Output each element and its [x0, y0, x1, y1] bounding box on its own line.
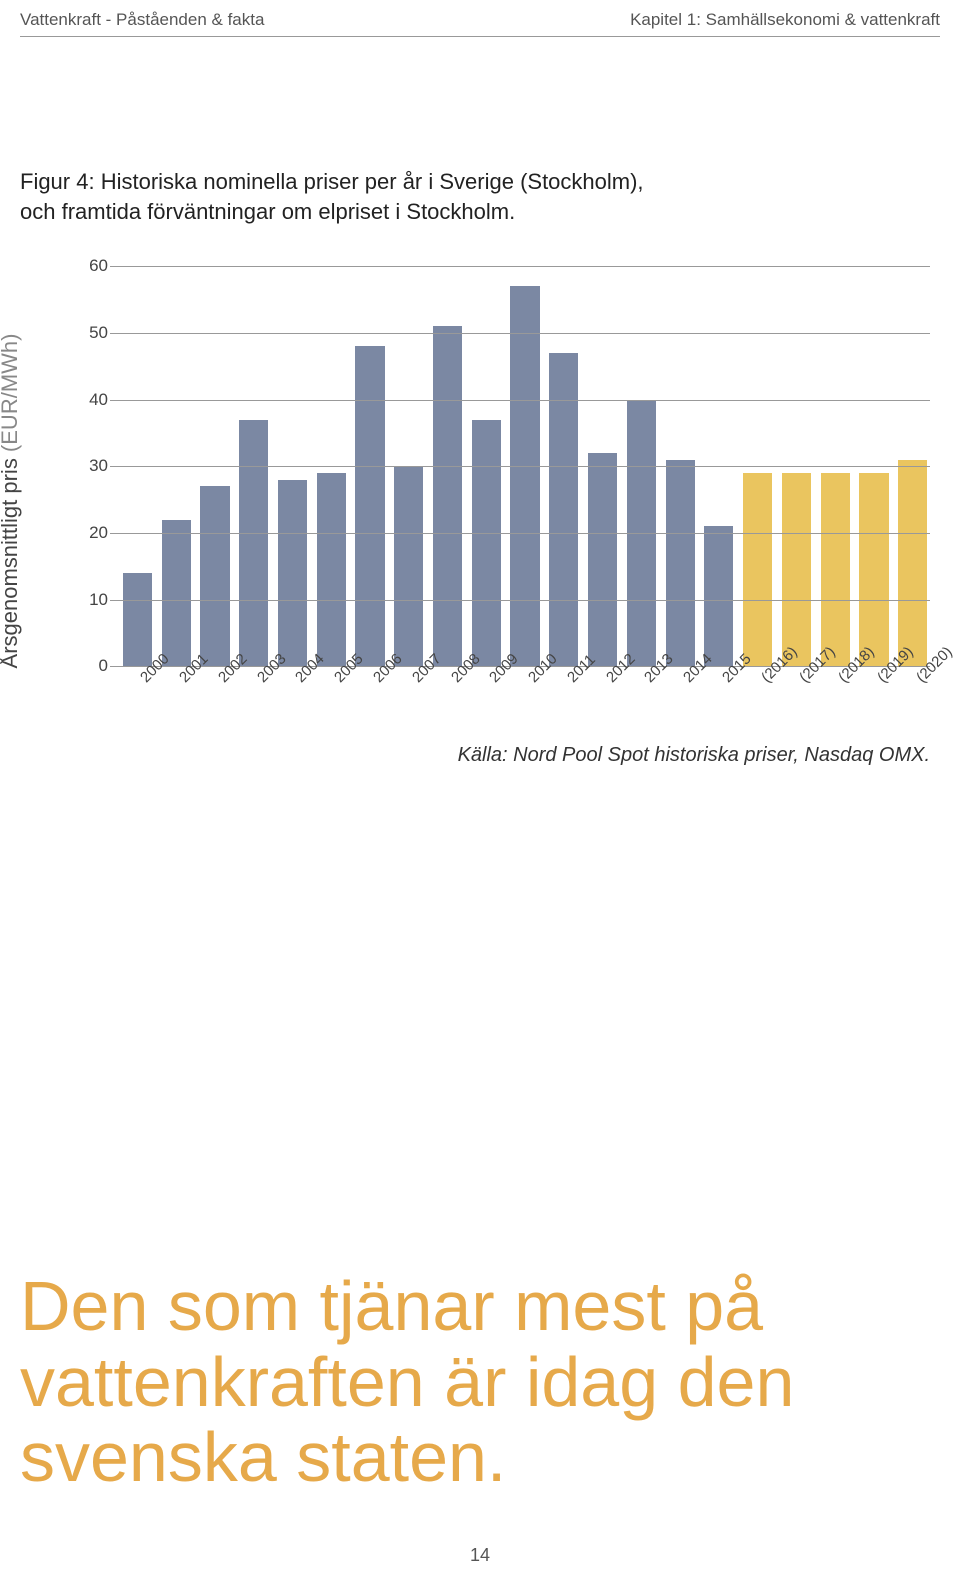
- chart-source: Källa: Nord Pool Spot historiska priser,…: [0, 744, 930, 767]
- gridline: [110, 600, 930, 601]
- x-label-slot: 2002: [198, 666, 233, 736]
- x-label-slot: (2017): [779, 666, 814, 736]
- x-label-slot: 2000: [120, 666, 155, 736]
- y-tick-label: 40: [80, 390, 108, 410]
- y-tick-label: 50: [80, 323, 108, 343]
- bar: [200, 486, 229, 666]
- bar: [898, 460, 927, 667]
- y-tick-label: 30: [80, 456, 108, 476]
- x-axis-labels: 2000200120022003200420052006200720082009…: [120, 666, 930, 736]
- x-label-slot: 2012: [585, 666, 620, 736]
- x-label-slot: (2016): [740, 666, 775, 736]
- gridline: [110, 400, 930, 401]
- y-tick-label: 60: [80, 256, 108, 276]
- pull-quote: Den som tjänar mest på vattenkraften är …: [20, 1269, 940, 1496]
- y-tick-label: 10: [80, 590, 108, 610]
- bar: [162, 520, 191, 667]
- bar: [394, 466, 423, 666]
- bar: [239, 420, 268, 667]
- x-label-slot: 2007: [391, 666, 426, 736]
- gridline: [110, 466, 930, 467]
- x-label-slot: 2006: [353, 666, 388, 736]
- x-label-slot: 2010: [508, 666, 543, 736]
- bar: [317, 473, 346, 666]
- header-left: Vattenkraft - Påståenden & fakta: [20, 10, 264, 30]
- figure-caption-line1: Figur 4: Historiska nominella priser per…: [20, 167, 940, 197]
- figure-caption: Figur 4: Historiska nominella priser per…: [20, 167, 940, 226]
- bar: [433, 326, 462, 666]
- y-tick-label: 20: [80, 523, 108, 543]
- x-label-slot: 2008: [430, 666, 465, 736]
- y-axis-label-main: Årsgenomsnittligt pris: [0, 452, 22, 668]
- x-label-slot: 2015: [701, 666, 736, 736]
- x-label-slot: 2011: [546, 666, 581, 736]
- bar: [278, 480, 307, 667]
- page-header: Vattenkraft - Påståenden & fakta Kapitel…: [0, 0, 960, 36]
- x-label-slot: 2014: [663, 666, 698, 736]
- x-label-slot: 2003: [236, 666, 271, 736]
- bar: [782, 473, 811, 666]
- bar: [588, 453, 617, 666]
- header-rule: [20, 36, 940, 37]
- bar: [123, 573, 152, 666]
- price-chart: Årsgenomsnittligt pris (EUR/MWh) 0102030…: [20, 266, 940, 736]
- x-label-slot: 2004: [275, 666, 310, 736]
- x-label-slot: 2009: [469, 666, 504, 736]
- bar: [821, 473, 850, 666]
- bar: [510, 286, 539, 666]
- plot-area: 0102030405060: [80, 266, 930, 666]
- header-right: Kapitel 1: Samhällsekonomi & vattenkraft: [630, 10, 940, 30]
- bar: [666, 460, 695, 667]
- page-number: 14: [0, 1545, 960, 1566]
- x-label-slot: (2020): [895, 666, 930, 736]
- y-axis-label-unit: (EUR/MWh): [0, 334, 22, 453]
- bar: [859, 473, 888, 666]
- bar: [743, 473, 772, 666]
- y-tick-label: 0: [80, 656, 108, 676]
- bar: [355, 346, 384, 666]
- gridline: [110, 266, 930, 267]
- x-label-slot: (2018): [818, 666, 853, 736]
- x-label-slot: 2001: [159, 666, 194, 736]
- y-axis-label: Årsgenomsnittligt pris (EUR/MWh): [0, 334, 23, 669]
- gridline: [110, 333, 930, 334]
- x-label-slot: 2013: [624, 666, 659, 736]
- x-label-slot: (2019): [857, 666, 892, 736]
- figure-caption-line2: och framtida förväntningar om elpriset i…: [20, 197, 940, 227]
- bar: [472, 420, 501, 667]
- x-label-slot: 2005: [314, 666, 349, 736]
- bar: [704, 526, 733, 666]
- gridline: [110, 533, 930, 534]
